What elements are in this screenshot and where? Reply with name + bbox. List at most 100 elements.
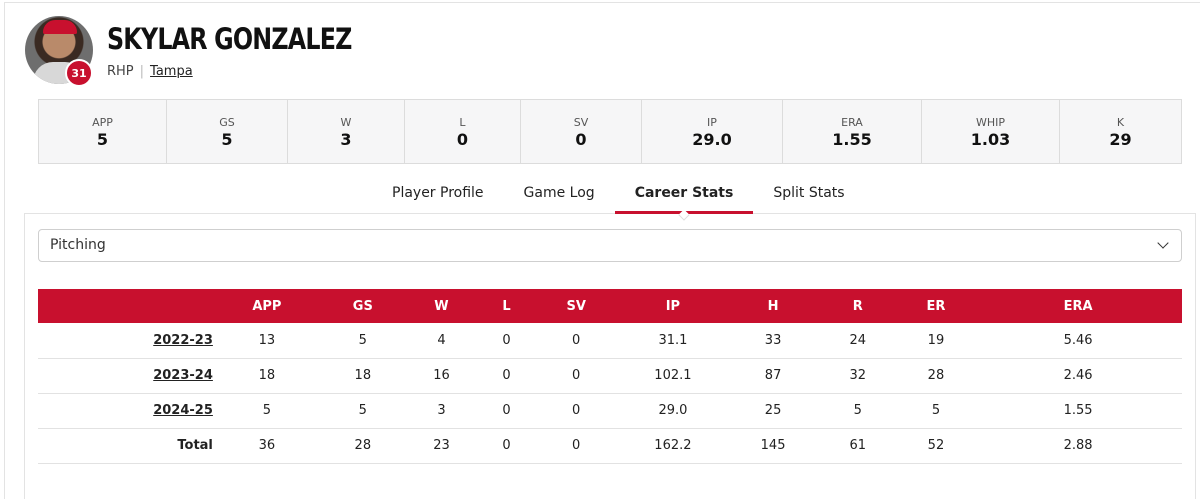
table-cell: 0 <box>478 428 535 464</box>
tab-split-stats[interactable]: Split Stats <box>773 185 845 201</box>
stat-type-select[interactable]: Pitching <box>38 229 1182 262</box>
summary-cell: SV 0 <box>520 99 642 164</box>
table-cell: 31.1 <box>617 323 729 359</box>
summary-label: APP <box>92 115 113 129</box>
table-cell: 5 <box>212 393 321 429</box>
table-cell: 19 <box>897 323 975 359</box>
column-header[interactable]: H <box>767 298 779 314</box>
table-cell: 61 <box>817 428 898 464</box>
table-cell: 102.1 <box>617 358 729 394</box>
summary-cell: L 0 <box>404 99 521 164</box>
table-row: 2024-25 5 5 3 0 0 29.0 25 5 5 1.55 <box>38 393 1182 429</box>
summary-cell: ERA 1.55 <box>782 99 922 164</box>
table-cell: 0 <box>478 393 535 429</box>
column-header[interactable]: IP <box>665 298 681 314</box>
summary-value: 5 <box>96 129 109 149</box>
summary-value: 0 <box>456 129 469 149</box>
table-cell: 5.46 <box>974 323 1182 359</box>
table-cell: 0 <box>534 428 618 464</box>
total-label: Total <box>38 428 213 464</box>
season-cell: 2022-23 <box>38 323 213 359</box>
table-cell: 4 <box>404 323 479 359</box>
table-cell: 52 <box>897 428 975 464</box>
summary-value: 5 <box>221 129 233 149</box>
table-cell: 0 <box>534 393 618 429</box>
table-row: 2023-24 18 18 16 0 0 102.1 87 32 28 2.46 <box>38 358 1182 394</box>
summary-cell: IP 29.0 <box>641 99 783 164</box>
summary-value: 29 <box>1109 129 1132 149</box>
column-header[interactable]: ERA <box>1063 298 1093 314</box>
table-cell: 5 <box>817 393 898 429</box>
summary-value: 1.55 <box>832 129 872 149</box>
table-cell: 0 <box>534 323 618 359</box>
table-cell: 25 <box>728 393 818 429</box>
table-cell: 2.46 <box>974 358 1182 394</box>
column-header[interactable]: R <box>852 298 863 314</box>
summary-label: WHIP <box>975 115 1006 129</box>
column-header[interactable]: SV <box>566 298 586 314</box>
table-cell: 3 <box>404 393 479 429</box>
table-cell: 29.0 <box>617 393 729 429</box>
summary-label: GS <box>219 115 235 129</box>
table-cell: 28 <box>320 428 405 464</box>
table-cell: 1.55 <box>974 393 1182 429</box>
player-position: RHP <box>107 64 134 79</box>
table-cell: 87 <box>728 358 818 394</box>
table-cell: 24 <box>817 323 898 359</box>
column-header[interactable]: ER <box>926 298 946 314</box>
column-header[interactable]: APP <box>252 298 282 314</box>
table-header-row: APP GS W L SV IP H R ER ERA <box>38 289 1182 323</box>
table-cell: 32 <box>817 358 898 394</box>
table-cell: 0 <box>478 358 535 394</box>
summary-cell: GS 5 <box>166 99 288 164</box>
table-cell: 0 <box>478 323 535 359</box>
team-link[interactable]: Tampa <box>150 64 193 79</box>
summary-value: 0 <box>575 129 587 149</box>
profile-tabs: Player Profile Game Log Career Stats Spl… <box>372 178 865 214</box>
table-cell: 18 <box>320 358 405 394</box>
career-stats-table: APP GS W L SV IP H R ER ERA 2022-23 13 5… <box>38 289 1182 464</box>
table-cell: 16 <box>404 358 479 394</box>
tab-career-stats[interactable]: Career Stats <box>614 178 754 214</box>
column-header[interactable]: W <box>434 298 449 314</box>
table-cell: 13 <box>212 323 321 359</box>
table-cell: 0 <box>534 358 618 394</box>
table-cell: 28 <box>897 358 975 394</box>
meta-separator: | <box>139 64 145 79</box>
season-cell: 2024-25 <box>38 393 213 429</box>
summary-value: 3 <box>340 129 352 149</box>
summary-cell: APP 5 <box>38 99 167 164</box>
column-header[interactable]: L <box>502 298 511 314</box>
summary-value: 1.03 <box>970 129 1011 149</box>
table-cell: 5 <box>320 323 405 359</box>
table-cell: 36 <box>212 428 321 464</box>
table-cell: 23 <box>404 428 479 464</box>
season-link[interactable]: 2024-25 <box>153 403 213 418</box>
table-cell: 2.88 <box>974 428 1182 464</box>
table-total-row: Total 36 28 23 0 0 162.2 145 61 52 2.88 <box>38 428 1182 464</box>
summary-label: K <box>1116 115 1125 129</box>
table-cell: 162.2 <box>617 428 729 464</box>
table-cell: 145 <box>728 428 818 464</box>
summary-label: IP <box>707 115 717 129</box>
summary-cell: WHIP 1.03 <box>921 99 1060 164</box>
jersey-number-badge: 31 <box>65 59 93 87</box>
tab-game-log[interactable]: Game Log <box>523 185 595 201</box>
column-header[interactable]: GS <box>352 298 373 314</box>
table-cell: 5 <box>320 393 405 429</box>
table-cell: 5 <box>897 393 975 429</box>
player-name: SKYLAR GONZALEZ <box>107 22 352 56</box>
column-header <box>38 289 213 323</box>
summary-cell: W 3 <box>287 99 405 164</box>
summary-cell: K 29 <box>1059 99 1182 164</box>
season-cell: 2023-24 <box>38 358 213 394</box>
summary-label: W <box>340 115 352 129</box>
summary-stats: APP 5 GS 5 W 3 L 0 SV 0 IP 29.0 ERA 1.55… <box>38 99 1182 164</box>
season-link[interactable]: 2023-24 <box>153 368 213 383</box>
table-row: 2022-23 13 5 4 0 0 31.1 33 24 19 5.46 <box>38 323 1182 359</box>
stats-panel <box>24 213 1196 499</box>
summary-label: ERA <box>841 115 863 129</box>
summary-value: 29.0 <box>692 129 732 149</box>
season-link[interactable]: 2022-23 <box>153 332 213 348</box>
tab-player-profile[interactable]: Player Profile <box>392 185 484 201</box>
